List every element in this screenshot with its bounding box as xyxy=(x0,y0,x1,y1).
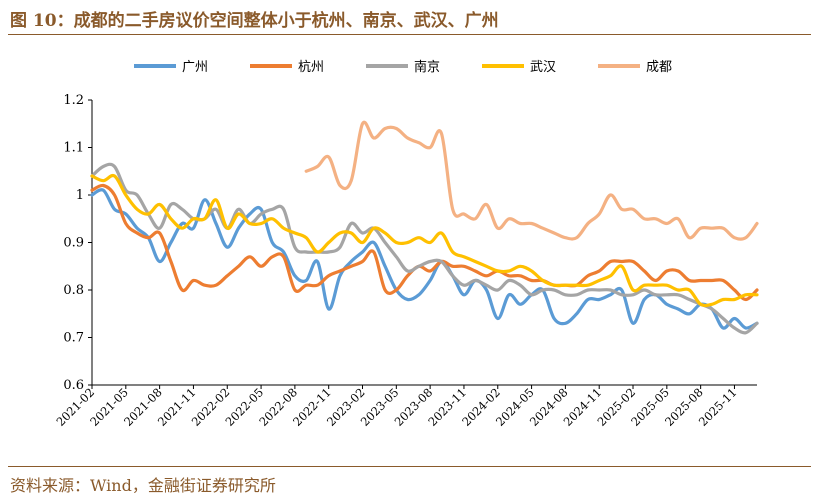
y-tick-label: 1 xyxy=(76,188,84,203)
y-tick-label: 0.7 xyxy=(63,331,84,346)
title-divider xyxy=(8,34,811,35)
legend-label-1: 广州 xyxy=(182,60,208,75)
y-tick-label: 1.2 xyxy=(63,93,84,108)
source-note: 资料来源：Wind，金融街证券研究所 xyxy=(10,476,276,495)
legend-label-2: 杭州 xyxy=(298,60,324,75)
series-line-2 xyxy=(90,183,759,302)
series-line-3 xyxy=(90,162,759,335)
series-line-4 xyxy=(90,173,759,308)
legend-label-5: 成都 xyxy=(646,60,672,75)
legend-label-3: 南京 xyxy=(414,59,440,75)
chart-legend: 广州 杭州 南京 武汉 成都 xyxy=(134,59,672,75)
series-line-1 xyxy=(90,188,759,330)
y-tick-label: 0.9 xyxy=(63,236,84,251)
y-tick-label: 1.1 xyxy=(63,141,84,156)
legend-label-4: 武汉 xyxy=(530,60,556,75)
chart-series xyxy=(90,120,759,335)
line-chart: 广州 杭州 南京 武汉 成都 0.60.70.80.911.11.22021-02202… xyxy=(53,59,759,429)
chart-title: 图 10：成都的二手房议价空间整体小于杭州、南京、武汉、广州 xyxy=(10,11,499,31)
y-tick-label: 0.8 xyxy=(63,283,84,298)
series-line-5 xyxy=(304,120,759,241)
y-tick-label: 0.6 xyxy=(63,378,84,393)
source-divider xyxy=(8,466,811,467)
